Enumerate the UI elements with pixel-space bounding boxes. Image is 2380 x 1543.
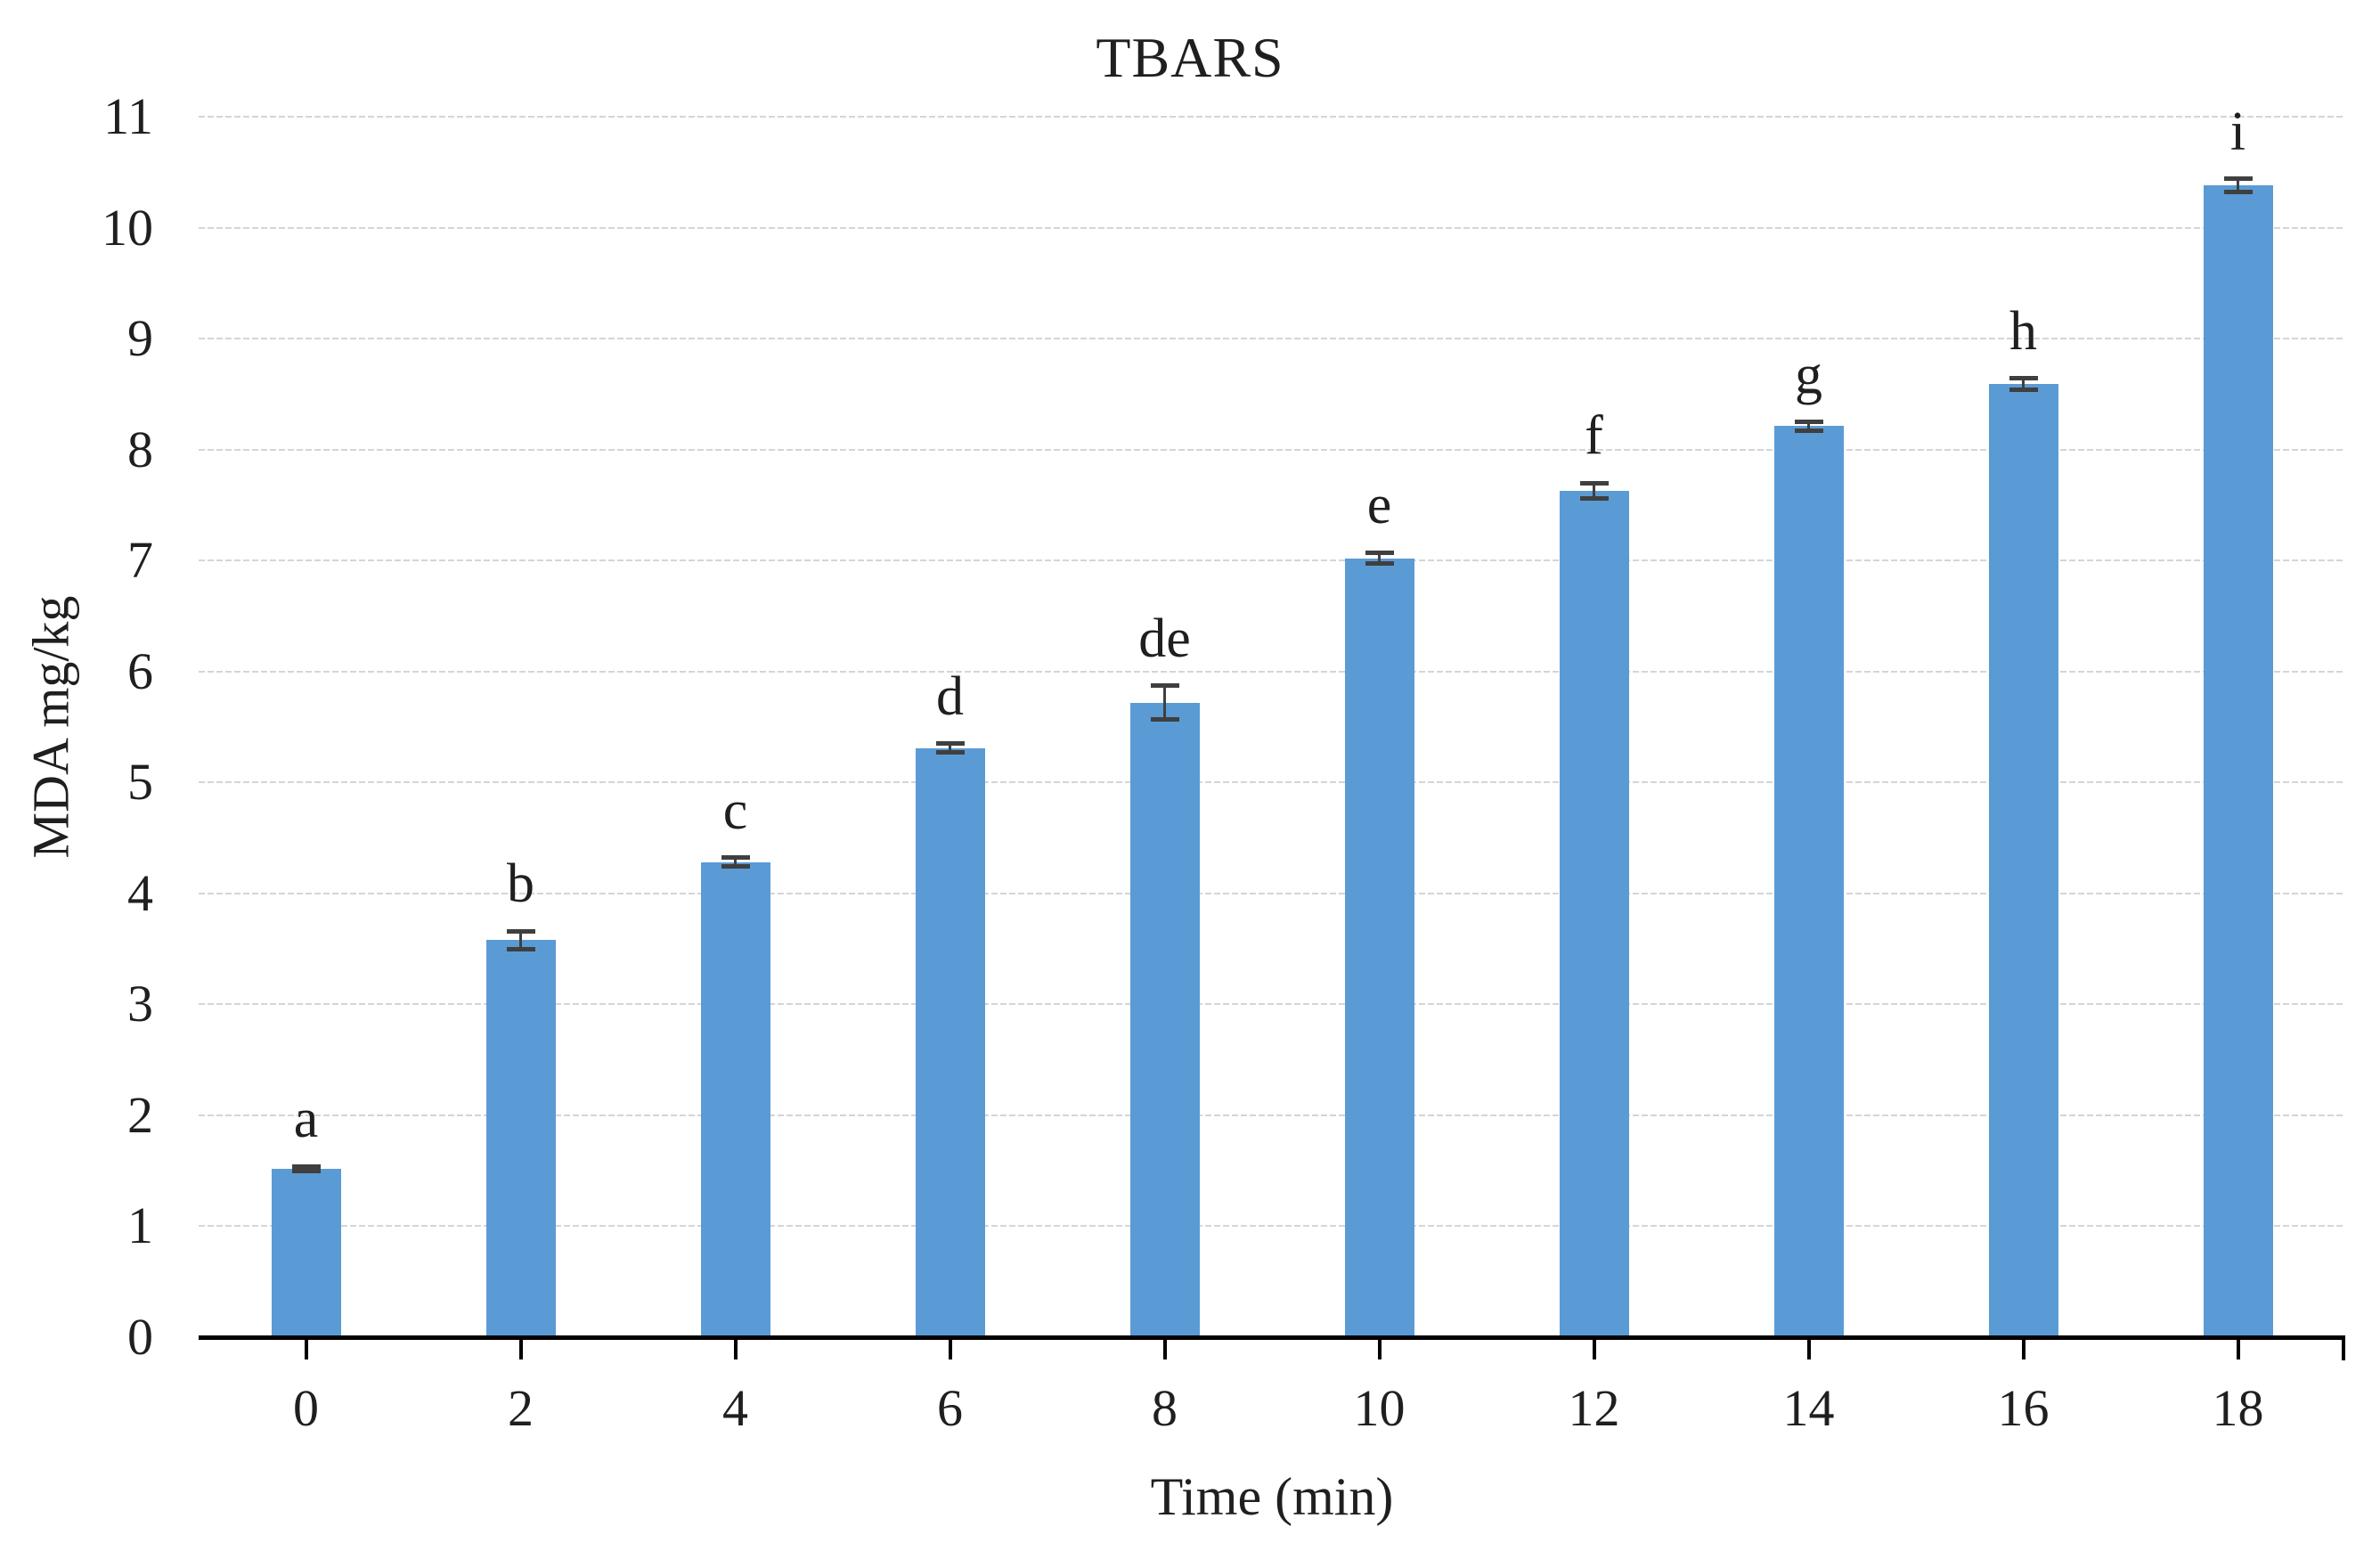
x-axis-line [199, 1335, 2345, 1340]
gridline [199, 448, 2345, 451]
plot-area: a b c d de e f g h i [199, 104, 2345, 1337]
y-tick-label: 3 [127, 975, 153, 1033]
x-axis-tick [1162, 1340, 1167, 1359]
y-tick-label: 4 [127, 863, 153, 922]
y-tick-label: 7 [127, 531, 153, 590]
bar-letter-label: a [293, 1089, 319, 1150]
gridline [199, 226, 2345, 229]
y-axis-title: MDA mg/kg [21, 595, 80, 859]
bar [1988, 384, 2058, 1337]
x-axis-tick [1592, 1340, 1596, 1359]
error-bar-cap [935, 741, 965, 747]
x-axis-title: Time (min) [1150, 1467, 1394, 1526]
x-axis-tick [1806, 1340, 1811, 1359]
error-bar-cap [1794, 428, 1823, 433]
x-tick-label: 14 [1782, 1379, 1835, 1437]
x-tick-label: 8 [1152, 1379, 1178, 1437]
error-bar-cap [2009, 387, 2038, 392]
error-bar [949, 743, 951, 753]
error-bar-cap [1150, 716, 1179, 722]
error-bar-cap [291, 1163, 321, 1169]
bar-letter-label: f [1585, 405, 1603, 466]
y-tick-label: 0 [127, 1308, 153, 1366]
bar-letter-label: e [1366, 475, 1392, 536]
gridline [199, 892, 2345, 894]
bar-letter-label: c [722, 780, 748, 841]
x-tick-label: 4 [722, 1379, 748, 1437]
error-bar-cap [2223, 176, 2253, 182]
bar [1344, 558, 1414, 1337]
gridline [199, 1003, 2345, 1006]
bar-letter-label: h [2009, 300, 2037, 362]
bar-letter-label: d [936, 665, 964, 727]
x-axis-end-tick [2342, 1335, 2345, 1360]
error-bar-cap [1365, 561, 1394, 567]
error-bar-cap [1150, 683, 1179, 689]
y-tick-label: 6 [127, 641, 153, 700]
bar [271, 1168, 341, 1337]
gridline [199, 1225, 2345, 1228]
x-tick-label: 12 [1568, 1379, 1620, 1437]
bar [700, 861, 770, 1337]
error-bar-cap [1579, 480, 1609, 486]
error-bar-cap [721, 864, 750, 869]
y-tick-label: 8 [127, 420, 153, 478]
error-bar-cap [291, 1168, 321, 1173]
chart-title: TBARS [1096, 26, 1284, 89]
error-bar-cap [935, 750, 965, 755]
y-tick-label: 11 [103, 87, 153, 145]
error-bar [1163, 685, 1166, 720]
gridline [199, 116, 2345, 118]
x-axis-tick [948, 1340, 952, 1359]
gridline [199, 781, 2345, 784]
gridline [199, 1114, 2345, 1116]
error-bar [1378, 552, 1381, 564]
x-tick-label: 2 [508, 1379, 534, 1437]
error-bar-cap [2009, 376, 2038, 381]
x-tick-label: 16 [1997, 1379, 2050, 1437]
y-tick-label: 1 [127, 1196, 153, 1255]
error-bar [1807, 421, 1810, 431]
bar [485, 940, 556, 1337]
x-tick-label: 0 [293, 1379, 319, 1437]
error-bar [2022, 378, 2025, 390]
error-bar-cap [506, 928, 535, 934]
x-axis-tick [733, 1340, 738, 1359]
error-bar-cap [1579, 495, 1609, 501]
bar [2203, 185, 2273, 1337]
x-tick-label: 10 [1353, 1379, 1406, 1437]
bar-letter-label: de [1138, 608, 1191, 669]
gridline [199, 670, 2345, 673]
error-bar [734, 857, 737, 867]
y-tick-label: 9 [127, 309, 153, 368]
bar [915, 747, 985, 1337]
bar-letter-label: i [2229, 101, 2246, 162]
gridline [199, 338, 2345, 340]
bar-letter-label: b [507, 853, 534, 915]
x-axis-tick [304, 1340, 308, 1359]
error-bar-cap [2223, 190, 2253, 195]
error-bar-cap [1794, 420, 1823, 424]
x-axis-tick [2236, 1340, 2240, 1359]
x-axis-tick [1377, 1340, 1382, 1359]
error-bar-cap [721, 855, 750, 861]
gridline [199, 559, 2345, 562]
bar [1129, 702, 1200, 1337]
x-tick-label: 18 [2212, 1379, 2264, 1437]
error-bar [519, 931, 522, 950]
y-tick-label: 2 [127, 1085, 153, 1144]
x-axis-tick [518, 1340, 523, 1359]
bar [1559, 490, 1629, 1337]
y-tick-label: 10 [102, 198, 153, 257]
bar [1773, 426, 1844, 1337]
x-tick-label: 6 [937, 1379, 963, 1437]
error-bar [1593, 483, 1595, 499]
bar-letter-label: g [1795, 344, 1822, 405]
error-bar-cap [1365, 550, 1394, 555]
error-bar [2237, 178, 2239, 192]
error-bar-cap [506, 946, 535, 951]
x-axis-tick [2021, 1340, 2025, 1359]
y-tick-label: 5 [127, 753, 153, 812]
